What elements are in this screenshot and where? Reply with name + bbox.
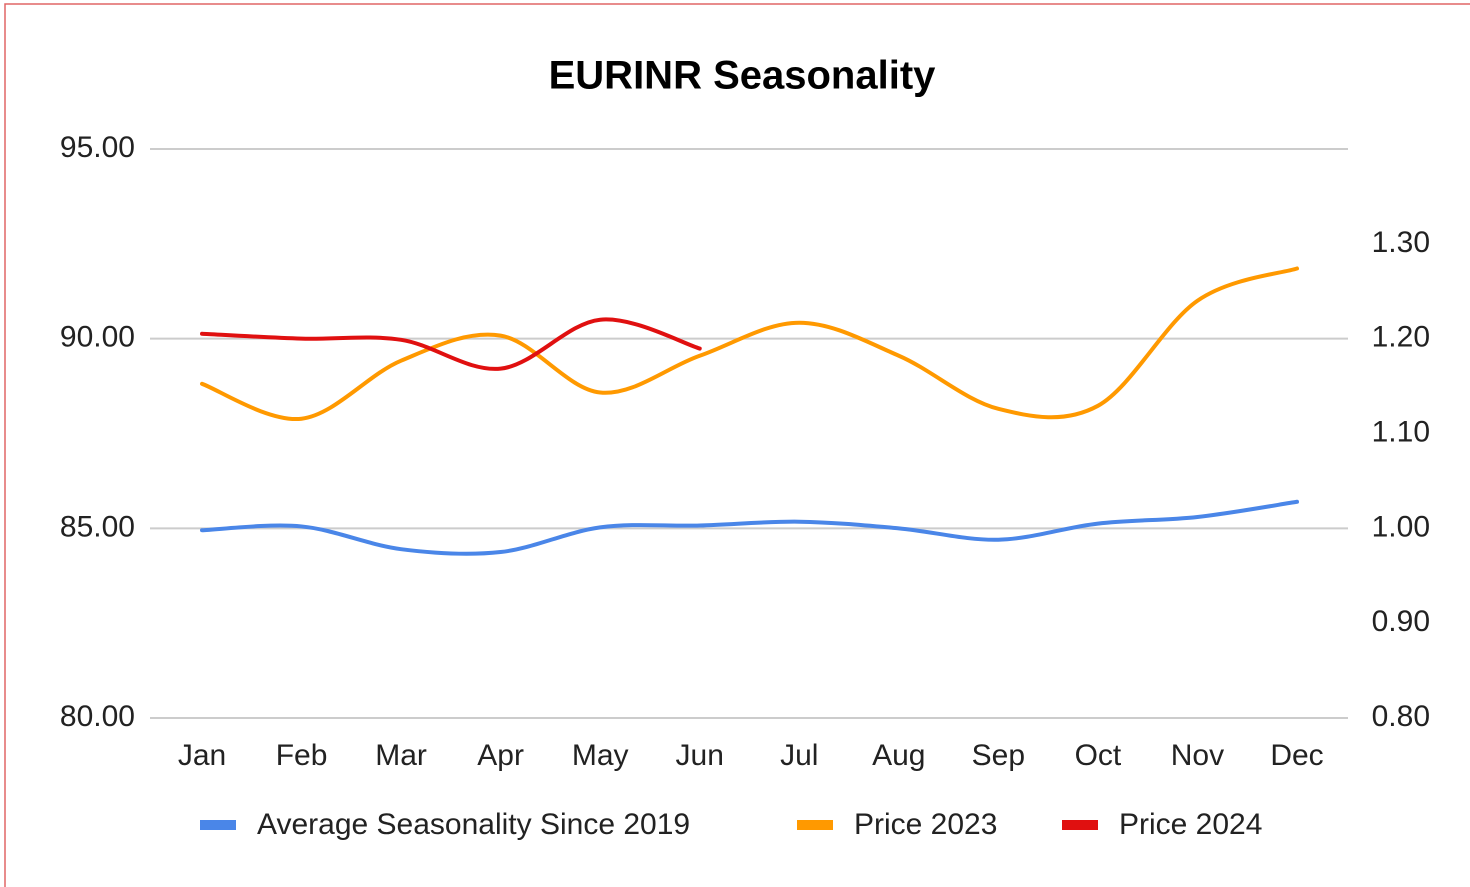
y2-tick-label: 1.20: [1372, 321, 1430, 354]
x-tick-label: Oct: [1075, 739, 1122, 772]
x-tick-label: Sep: [972, 739, 1025, 772]
legend-label: Price 2023: [854, 808, 997, 841]
x-tick-label: Jul: [780, 739, 818, 772]
y2-tick-label: 1.10: [1372, 415, 1430, 448]
x-tick-label: Jan: [178, 739, 226, 772]
x-tick-label: Jun: [676, 739, 724, 772]
frame: [4, 3, 1470, 887]
y-tick-label: 85.00: [60, 510, 135, 543]
y2-tick-label: 0.80: [1372, 700, 1430, 733]
y-tick-label: 95.00: [60, 131, 135, 164]
series-line: [200, 266, 1299, 421]
chart-title: EURINR Seasonality: [549, 54, 937, 98]
x-tick-label: May: [572, 739, 629, 772]
y-tick-label: 90.00: [60, 321, 135, 354]
legend-swatch: [1062, 820, 1098, 830]
x-tick-label: Feb: [276, 739, 328, 772]
series-line: [200, 499, 1299, 556]
x-tick-label: Nov: [1171, 739, 1224, 772]
y2-tick-label: 0.90: [1372, 605, 1430, 638]
y2-tick-label: 1.00: [1372, 510, 1430, 543]
legend-label: Price 2024: [1119, 808, 1262, 841]
legend-swatch: [797, 820, 833, 830]
x-tick-label: Mar: [375, 739, 427, 772]
x-tick-label: Aug: [872, 739, 925, 772]
y2-tick-label: 1.30: [1372, 226, 1430, 259]
x-tick-label: Dec: [1270, 739, 1323, 772]
series-line: [200, 317, 702, 371]
y-tick-label: 80.00: [60, 700, 135, 733]
legend-swatch: [200, 820, 236, 830]
x-tick-label: Apr: [477, 739, 524, 772]
legend-label: Average Seasonality Since 2019: [257, 808, 690, 841]
